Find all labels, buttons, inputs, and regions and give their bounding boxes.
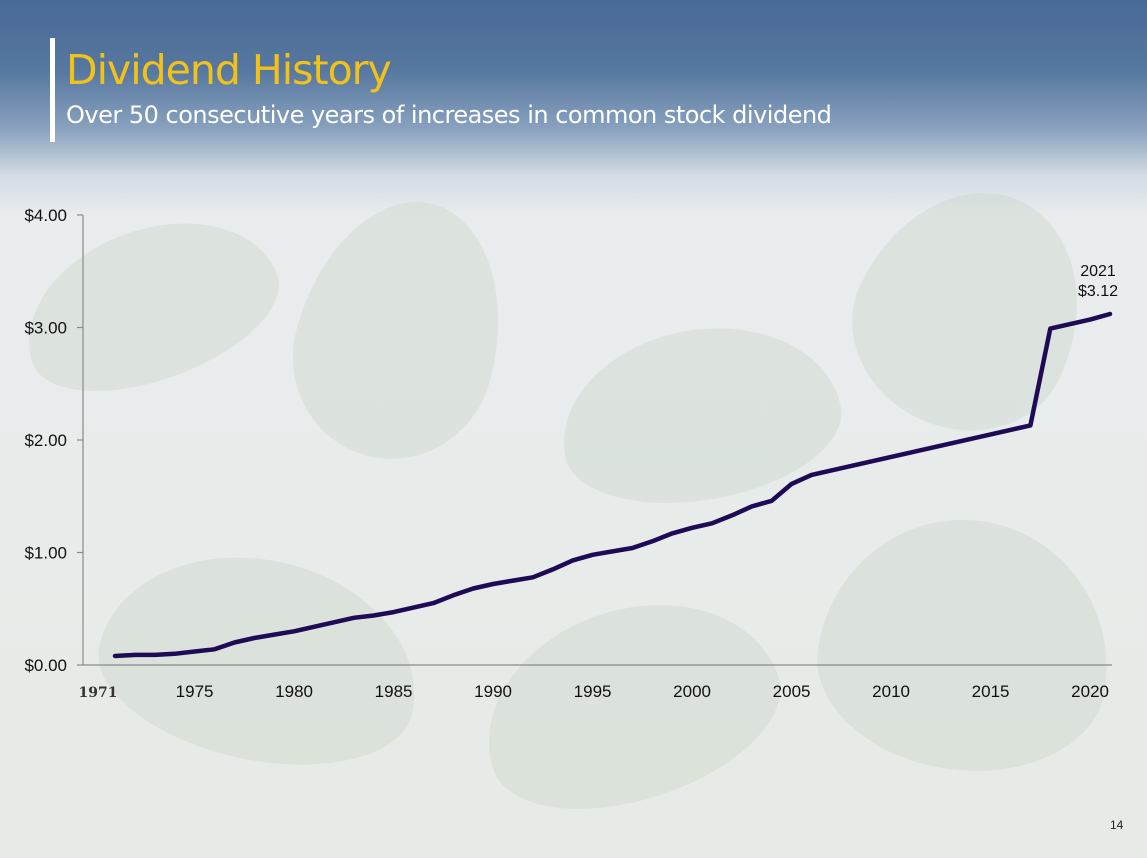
x-tick-label: 1995	[574, 682, 612, 701]
chart-annotation: 2021 $3.12	[1078, 263, 1118, 300]
chart-series	[112, 311, 1113, 659]
annotation-year: 2021	[1080, 263, 1116, 280]
y-tick-label: $2.00	[24, 431, 67, 450]
page-number: 14	[1110, 818, 1124, 832]
x-tick-label: 2005	[773, 682, 811, 701]
title-accent-bar	[50, 38, 55, 142]
x-tick-label: 2020	[1071, 682, 1109, 701]
x-tick-label: 1980	[275, 682, 313, 701]
y-tick-label: $4.00	[24, 206, 67, 225]
x-tick-label: 1975	[176, 682, 214, 701]
y-axis-ticks: $0.00 $1.00 $2.00 $3.00 $4.00	[24, 206, 83, 675]
dividend-series-line	[112, 311, 1113, 659]
x-tick-label: 2000	[673, 682, 711, 701]
x-axis-ticks: 1971 1975 1980 1985 1990 1995 2000 2005 2010 2015…	[79, 682, 1109, 701]
annotation-value: $3.12	[1078, 283, 1118, 300]
x-tick-label: 1971	[79, 685, 118, 701]
y-tick-label: $0.00	[24, 656, 67, 675]
slide-subtitle: Over 50 consecutive years of increases i…	[66, 101, 832, 129]
y-tick-label: $3.00	[24, 319, 67, 338]
slide-title: Dividend History	[66, 46, 392, 94]
x-tick-label: 1990	[474, 682, 512, 701]
x-tick-label: 1985	[375, 682, 413, 701]
y-tick-label: $1.00	[24, 544, 67, 563]
x-tick-label: 2015	[972, 682, 1010, 701]
x-tick-label: 2010	[872, 682, 910, 701]
